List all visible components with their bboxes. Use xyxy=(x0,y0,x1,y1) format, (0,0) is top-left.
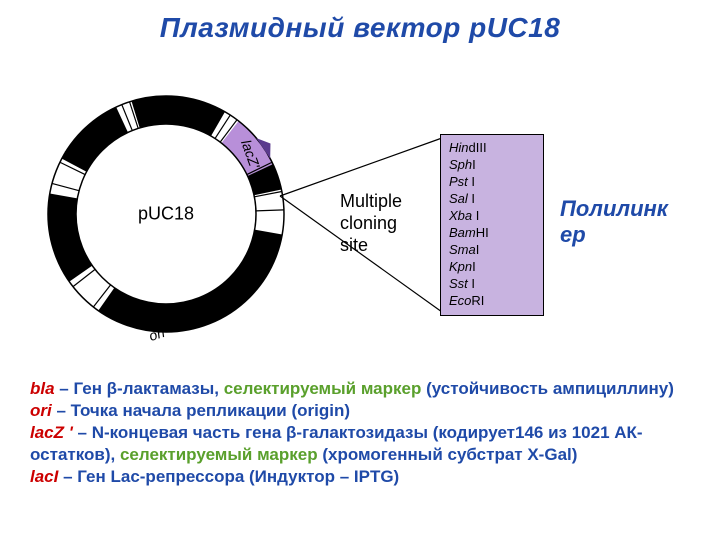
polylinker-label: Полилинк ер xyxy=(560,196,668,248)
mcs-caption-line1: Multiple xyxy=(340,191,402,211)
polylinker-label-1: Полилинк xyxy=(560,196,668,221)
enzyme-entry: Sal I xyxy=(449,190,535,207)
enzyme-entry: Sst I xyxy=(449,275,535,292)
enzyme-entry: EcoRI xyxy=(449,292,535,309)
mcs-caption-line3: site xyxy=(340,235,368,255)
legend-line: lacI – Ген Lac-репрессора (Индуктор – IP… xyxy=(30,466,690,488)
enzyme-entry: KpnI xyxy=(449,258,535,275)
page-title: Плазмидный вектор pUC18 xyxy=(0,12,720,44)
legend-block: bla – Ген β-лактамазы, селектируемый мар… xyxy=(30,378,690,488)
plasmid-center-label: pUC18 xyxy=(138,204,194,225)
enzyme-entry: HindIII xyxy=(449,139,535,156)
enzyme-entry: BamHI xyxy=(449,224,535,241)
enzyme-entry: SphI xyxy=(449,156,535,173)
polylinker-label-2: ер xyxy=(560,222,586,247)
mcs-enzyme-list: HindIIISphIPst ISal IXba IBamHISmaIKpnIS… xyxy=(440,134,544,316)
legend-line: lacZ ' – N-концевая часть гена β-галакто… xyxy=(30,422,690,466)
legend-line: ori – Точка начала репликации (origin) xyxy=(30,400,690,422)
legend-line: bla – Ген β-лактамазы, селектируемый мар… xyxy=(30,378,690,400)
enzyme-entry: Pst I xyxy=(449,173,535,190)
enzyme-entry: SmaI xyxy=(449,241,535,258)
enzyme-entry: Xba I xyxy=(449,207,535,224)
plasmid-diagram: pUC18 blalacZ'lacIori xyxy=(26,74,306,354)
mcs-caption: Multiple cloning site xyxy=(340,190,402,256)
mcs-caption-line2: cloning xyxy=(340,213,397,233)
